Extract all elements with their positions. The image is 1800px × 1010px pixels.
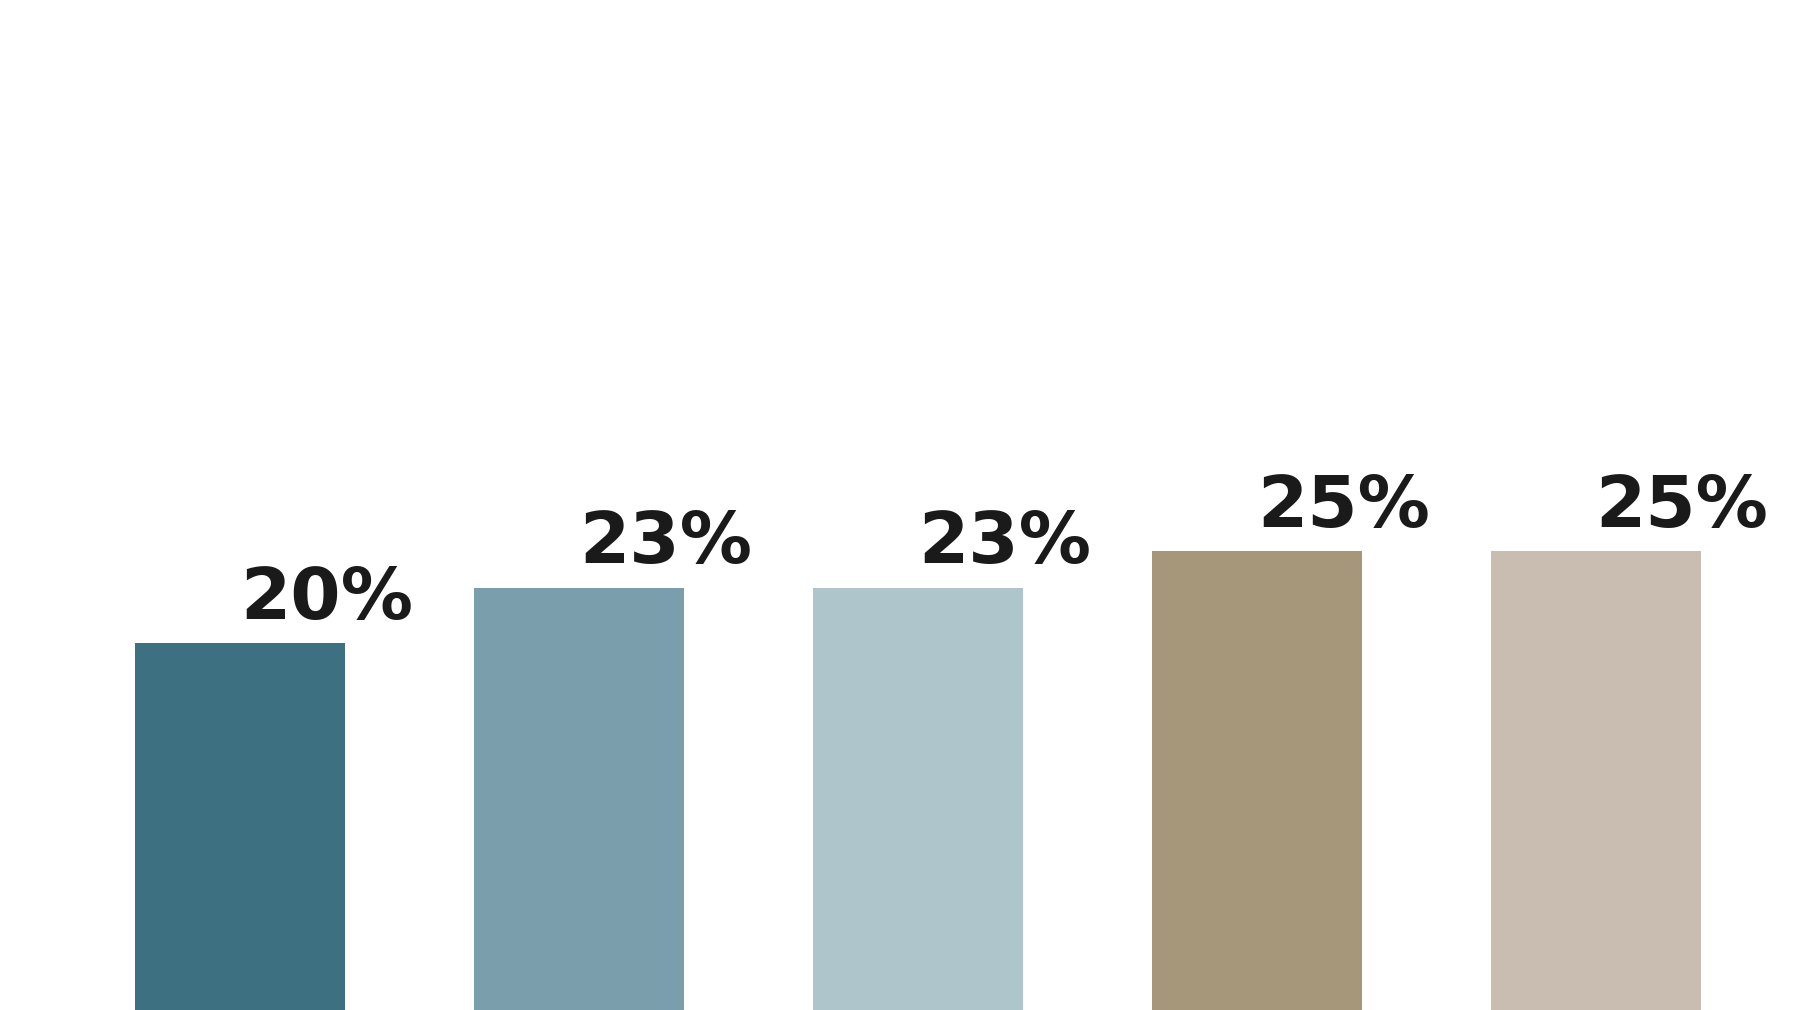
Bar [135, 642, 346, 1010]
Text: 25%: 25% [1595, 473, 1769, 541]
Bar [814, 588, 1022, 1010]
Text: 23%: 23% [580, 509, 752, 579]
Bar [1490, 550, 1701, 1010]
Text: 25%: 25% [1256, 473, 1429, 541]
Bar [473, 588, 684, 1010]
Bar [1152, 550, 1363, 1010]
Text: 23%: 23% [918, 509, 1091, 579]
Text: 20%: 20% [241, 565, 414, 633]
